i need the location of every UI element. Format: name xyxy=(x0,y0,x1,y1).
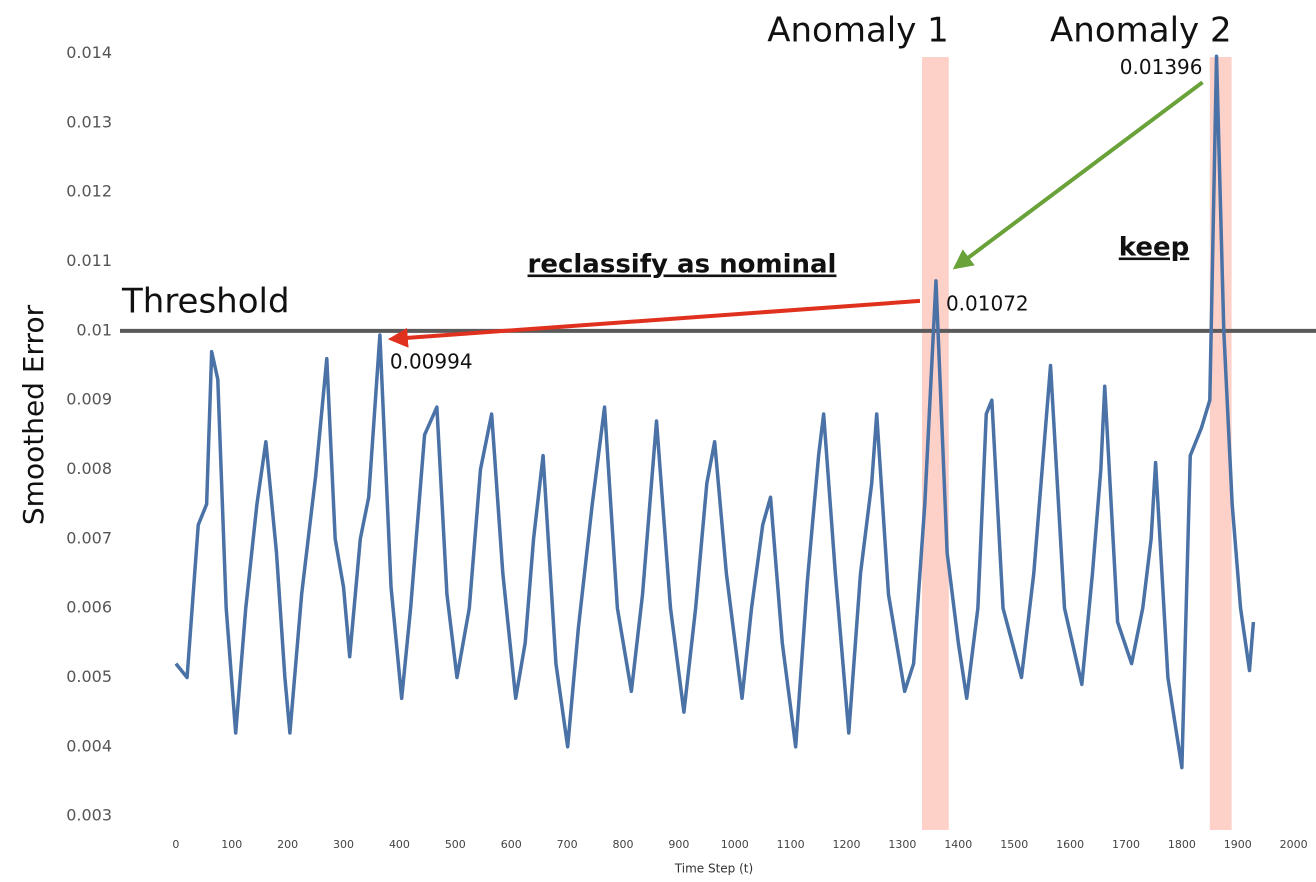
y-tick-label: 0.006 xyxy=(66,598,112,617)
x-tick-label: 1200 xyxy=(833,838,861,851)
y-tick-label: 0.007 xyxy=(66,528,112,547)
y-tick-label: 0.005 xyxy=(66,667,112,686)
x-tick-label: 1700 xyxy=(1112,838,1140,851)
peak-value-label: 0.01396 xyxy=(1120,55,1203,79)
annotation: keep xyxy=(1119,233,1189,263)
threshold-label: Threshold xyxy=(121,281,290,321)
anomaly-band xyxy=(1209,57,1232,830)
y-tick-label: 0.009 xyxy=(66,390,112,409)
x-tick-label: 700 xyxy=(557,838,578,851)
x-tick-label: 1900 xyxy=(1224,838,1252,851)
y-tick-label: 0.014 xyxy=(66,43,112,62)
x-tick-label: 1800 xyxy=(1168,838,1196,851)
anomaly-label: Anomaly 1 xyxy=(767,11,949,51)
anomaly-band xyxy=(921,57,949,830)
y-tick-label: 0.004 xyxy=(66,736,112,755)
x-tick-label: 600 xyxy=(501,838,522,851)
x-tick-label: 1600 xyxy=(1056,838,1084,851)
x-tick-label: 1300 xyxy=(888,838,916,851)
x-tick-label: 500 xyxy=(445,838,466,851)
x-tick-label: 800 xyxy=(612,838,633,851)
x-tick-label: 100 xyxy=(221,838,242,851)
y-tick-label: 0.011 xyxy=(66,251,112,270)
y-tick-label: 0.008 xyxy=(66,459,112,478)
series-line xyxy=(174,54,1256,770)
x-tick-label: 0 xyxy=(172,838,179,851)
x-tick-label: 1500 xyxy=(1000,838,1028,851)
y-tick-label: 0.013 xyxy=(66,112,112,131)
x-tick-label: 300 xyxy=(333,838,354,851)
x-tick-label: 400 xyxy=(389,838,410,851)
keep-arrow xyxy=(952,80,1204,270)
x-tick-label: 900 xyxy=(668,838,689,851)
y-tick-label: 0.01 xyxy=(76,320,112,339)
annotation: reclassify as nominal xyxy=(528,250,837,280)
y-tick-label: 0.003 xyxy=(66,806,112,825)
x-tick-label: 1100 xyxy=(777,838,805,851)
x-tick-label: 1400 xyxy=(944,838,972,851)
anomaly-label: Anomaly 2 xyxy=(1050,11,1232,51)
y-tick-label: 0.012 xyxy=(66,182,112,201)
peak-value-label: 0.01072 xyxy=(946,291,1029,315)
x-axis-title: Time Step (t) xyxy=(674,862,753,876)
x-tick-label: 1000 xyxy=(721,838,749,851)
x-tick-label: 2000 xyxy=(1280,838,1308,851)
y-axis-title: Smoothed Error xyxy=(17,304,50,525)
peak-value-label: 0.00994 xyxy=(390,350,473,374)
reclassify-arrow xyxy=(387,298,921,348)
x-tick-label: 200 xyxy=(277,838,298,851)
